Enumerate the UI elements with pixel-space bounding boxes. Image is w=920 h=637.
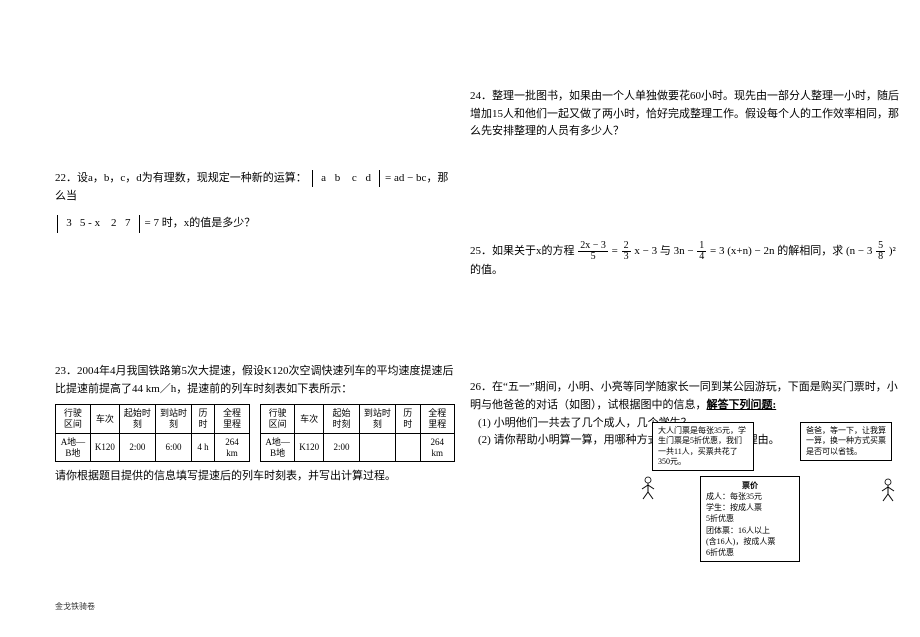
p23-text2: 请你根据题目提供的信息填写提速后的列车时刻表，并写出计算过程。: [55, 468, 455, 486]
frac-2: 23: [622, 241, 631, 262]
speech-boy: 爸爸，等一下，让我算一算，换一种方式买票是否可以省钱。: [800, 422, 892, 461]
p26-graphics: 大人门票是每张35元，学生门票是5折优惠，我们一共11人，买票共花了350元。 …: [470, 456, 900, 576]
price-box: 票价 成人：每张35元 学生：按成人票 5折优惠 团体票：16人以上 (含16人…: [700, 476, 800, 562]
price-title: 票价: [706, 480, 794, 491]
problem-26: 26．在“五一”期间，小明、小亮等同学随家长一同到某公园游玩，下面是购买门票时，…: [470, 379, 900, 575]
table-after: 行驶区间 车次 起始时刻 到站时刻 历时 全程里程 A地—B地 K120 2:0…: [260, 404, 455, 462]
p22-line1: 22．设a，b，c，d为有理数，现规定一种新的运算： ab cd = ad − …: [55, 170, 455, 205]
person-dad-icon: [640, 476, 656, 500]
frac-4: 58: [876, 241, 885, 262]
frac-1: 2x − 35: [578, 241, 608, 262]
p23-tables: 行驶区间 车次 起始时刻 到站时刻 历时 全程里程 A地—B地 K120 2:0…: [55, 398, 455, 468]
p22-line2: 35 - x 27 = 7 时，x的值是多少？: [55, 215, 455, 233]
footer-text: 金戈铁骑卷: [55, 601, 95, 612]
p26-num: 26．: [470, 381, 492, 393]
p22-matrix-1: ab cd: [312, 170, 381, 187]
p24-text: 整理一批图书，如果由一个人单独做要花60小时。现先由一部分人整理一小时，随后增加…: [470, 90, 899, 137]
p22-tail: = 7 时，x的值是多少？: [142, 217, 255, 229]
p22-intro: 设a，b，c，d为有理数，现规定一种新的运算：: [77, 172, 307, 184]
p24-num: 24．: [470, 90, 492, 102]
table-before: 行驶区间 车次 起始时刻 到站时刻 历时 全程里程 A地—B地 K120 2:0…: [55, 404, 250, 462]
p22-matrix-2: 35 - x 27: [57, 215, 140, 232]
p23-text1: 23．2004年4月我国铁路第5次大提速，假设K120次空调快速列车的平均速度提…: [55, 363, 455, 398]
problem-25: 25．如果关于x的方程 2x − 35 = 23 x − 3 与 3n − 14…: [470, 241, 900, 280]
p26-intro: 26．在“五一”期间，小明、小亮等同学随家长一同到某公园游玩，下面是购买门票时，…: [470, 379, 900, 414]
p23-num: 23．: [55, 365, 77, 377]
problem-24: 24．整理一批图书，如果由一个人单独做要花60小时。现先由一部分人整理一小时，随…: [470, 88, 900, 141]
frac-3: 14: [697, 241, 706, 262]
person-boy-icon: [880, 478, 896, 502]
p26-bold: 解答下列问题:: [707, 399, 777, 411]
p22-num: 22．: [55, 172, 77, 184]
problem-22: 22．设a，b，c，d为有理数，现规定一种新的运算： ab cd = ad − …: [55, 170, 455, 233]
p25-num: 25．: [470, 245, 492, 257]
problem-23: 23．2004年4月我国铁路第5次大提速，假设K120次空调快速列车的平均速度提…: [55, 363, 455, 486]
speech-dad: 大人门票是每张35元，学生门票是5折优惠，我们一共11人，买票共花了350元。: [652, 422, 754, 472]
